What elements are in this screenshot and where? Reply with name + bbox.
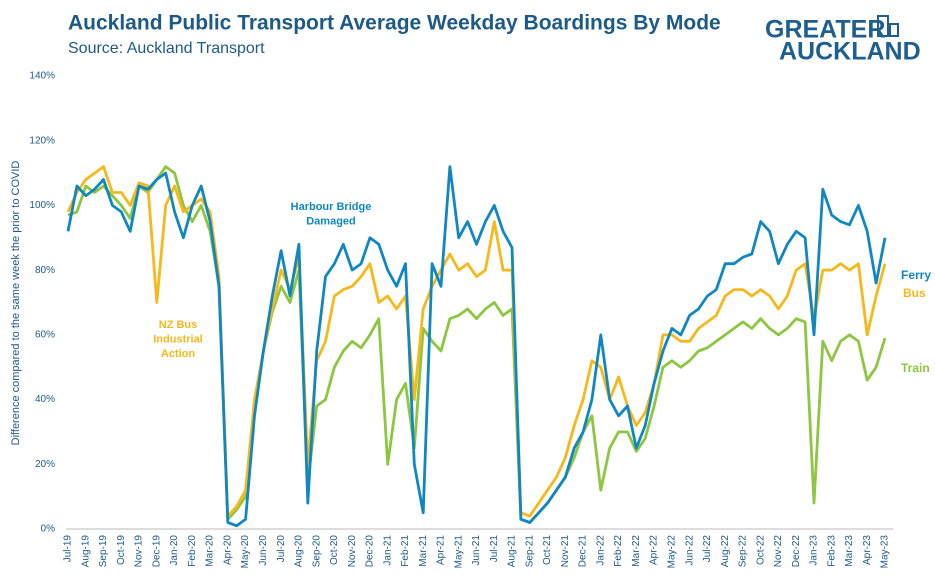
x-tick-label: Mar-20 [205, 535, 216, 567]
x-tick-label: Jan-23 [809, 535, 820, 566]
x-tick-label: Mar-23 [844, 535, 855, 567]
series-line [67, 165, 887, 524]
annotation: Industrial [153, 333, 203, 345]
logo-icon [889, 23, 899, 37]
y-tick-label: 0% [41, 524, 56, 535]
x-tick-label: Nov-20 [347, 535, 358, 568]
x-tick-label: Dec-21 [578, 535, 589, 568]
x-tick-label: Jun-22 [684, 535, 695, 566]
x-tick-label: Jan-21 [382, 535, 393, 566]
x-tick-label: May-20 [240, 535, 251, 569]
x-tick-label: Jul-22 [702, 535, 713, 563]
x-tick-label: Apr-22 [649, 535, 660, 565]
x-tick-label: Aug-20 [294, 535, 305, 568]
logo: GREATER AUCKLAND [765, 15, 921, 66]
logo-icon [877, 15, 889, 37]
x-tick-label: Aug-21 [507, 535, 518, 568]
x-tick-label: Sep-19 [98, 535, 109, 568]
x-tick-label: Feb-20 [187, 535, 198, 567]
x-tick-label: Oct-21 [542, 535, 553, 565]
y-tick-label: 80% [35, 265, 55, 276]
x-tick-label: Jul-21 [489, 535, 500, 563]
chart-title: Auckland Public Transport Average Weekda… [68, 12, 721, 35]
x-tick-label: Feb-22 [613, 535, 624, 567]
x-tick-label: May-23 [880, 535, 891, 569]
x-tick-label: Oct-19 [116, 535, 127, 565]
x-tick-label: Sep-22 [738, 535, 749, 568]
x-tick-label: Mar-22 [631, 535, 642, 567]
x-tick-label: Apr-20 [222, 535, 233, 565]
x-tick-label: Oct-20 [329, 535, 340, 565]
y-tick-label: 100% [29, 200, 55, 211]
y-tick-label: 140% [29, 71, 55, 82]
annotation: NZ Bus [159, 319, 198, 331]
x-tick-label: Nov-21 [560, 535, 571, 568]
x-tick-label: Feb-23 [826, 535, 837, 567]
series-label: Ferry [901, 268, 931, 282]
x-tick-label: Jun-20 [258, 535, 269, 566]
logo-text: AUCKLAND [779, 38, 921, 66]
x-tick-label: Jul-20 [276, 535, 287, 563]
x-tick-label: Sep-21 [524, 535, 535, 568]
x-tick-label: Aug-19 [80, 535, 91, 568]
series-line [66, 165, 887, 528]
x-tick-label: Dec-19 [151, 535, 162, 568]
x-tick-label: Feb-21 [400, 535, 411, 567]
x-tick-label: May-22 [667, 535, 678, 569]
x-tick-label: Dec-20 [365, 535, 376, 568]
x-tick-label: Apr-23 [862, 535, 873, 565]
y-tick-label: 20% [35, 459, 55, 470]
x-tick-label: Jul-19 [63, 535, 74, 563]
annotation: Harbour Bridge [291, 201, 372, 213]
y-tick-label: 120% [29, 135, 55, 146]
y-tick-label: 40% [35, 394, 55, 405]
x-tick-label: Jan-20 [169, 535, 180, 566]
x-tick-label: Oct-22 [755, 535, 766, 565]
series-label: Bus [903, 286, 926, 300]
chart-subtitle: Source: Auckland Transport [68, 40, 265, 57]
y-axis-label: Difference compared to the same week the… [10, 161, 22, 446]
annotation: Action [161, 348, 196, 360]
logo-text: GREATER [765, 16, 885, 44]
x-tick-label: May-21 [453, 535, 464, 569]
x-tick-label: Jan-22 [595, 535, 606, 566]
x-tick-label: Mar-21 [418, 535, 429, 567]
x-tick-label: Nov-19 [134, 535, 145, 568]
x-tick-label: Apr-21 [436, 535, 447, 565]
series-label: Train [901, 361, 930, 375]
x-tick-label: Jun-21 [471, 535, 482, 566]
x-tick-label: Dec-22 [791, 535, 802, 568]
x-tick-label: Nov-22 [773, 535, 784, 568]
x-tick-label: Sep-20 [311, 535, 322, 568]
x-tick-label: Aug-22 [720, 535, 731, 568]
y-tick-label: 60% [35, 329, 55, 340]
annotation: Damaged [306, 215, 356, 227]
